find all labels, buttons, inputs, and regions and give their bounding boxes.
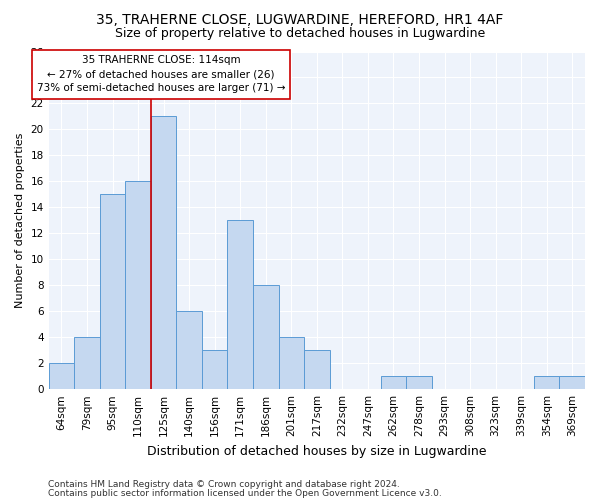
Text: Contains HM Land Registry data © Crown copyright and database right 2024.: Contains HM Land Registry data © Crown c… — [48, 480, 400, 489]
Bar — [253, 286, 278, 389]
Bar — [406, 376, 432, 389]
Bar — [559, 376, 585, 389]
Text: 35, TRAHERNE CLOSE, LUGWARDINE, HEREFORD, HR1 4AF: 35, TRAHERNE CLOSE, LUGWARDINE, HEREFORD… — [97, 12, 503, 26]
Bar — [227, 220, 253, 389]
Text: Size of property relative to detached houses in Lugwardine: Size of property relative to detached ho… — [115, 28, 485, 40]
Bar — [202, 350, 227, 389]
Bar — [304, 350, 329, 389]
Bar — [125, 182, 151, 389]
Bar — [278, 337, 304, 389]
Y-axis label: Number of detached properties: Number of detached properties — [15, 132, 25, 308]
Bar — [380, 376, 406, 389]
Bar — [49, 363, 74, 389]
Bar — [151, 116, 176, 389]
Bar — [74, 337, 100, 389]
Bar — [100, 194, 125, 389]
X-axis label: Distribution of detached houses by size in Lugwardine: Distribution of detached houses by size … — [147, 444, 487, 458]
Text: Contains public sector information licensed under the Open Government Licence v3: Contains public sector information licen… — [48, 488, 442, 498]
Bar — [534, 376, 559, 389]
Text: 35 TRAHERNE CLOSE: 114sqm
← 27% of detached houses are smaller (26)
73% of semi-: 35 TRAHERNE CLOSE: 114sqm ← 27% of detac… — [37, 56, 285, 94]
Bar — [176, 312, 202, 389]
